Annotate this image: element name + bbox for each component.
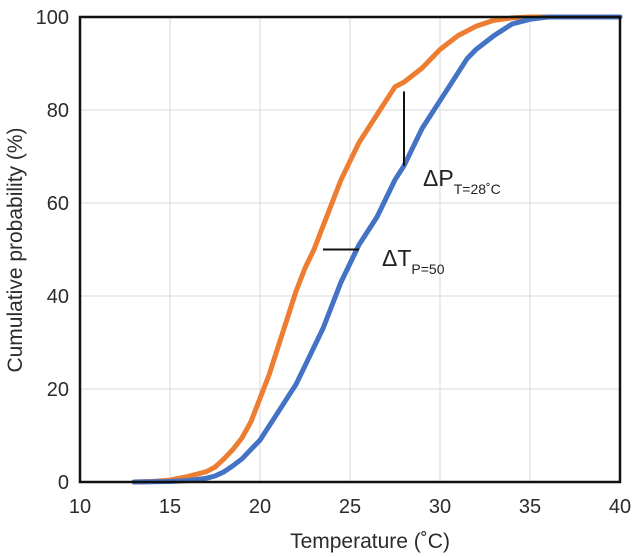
x-tick-label: 15 [159, 496, 181, 518]
x-axis-title: Temperature (˚C) [290, 530, 450, 553]
y-tick-label: 80 [47, 100, 69, 122]
delta-t-label: ΔTP=50 [382, 245, 445, 277]
x-tick-label: 40 [609, 496, 631, 518]
x-tick-labels: 10 15 20 25 30 35 40 [69, 496, 631, 518]
series-group [131, 14, 623, 485]
series-line-1 [131, 14, 623, 485]
delta-p-sub: T=28˚C [454, 181, 501, 197]
delta-p-main: ΔP [423, 165, 454, 191]
series-line-2 [131, 14, 623, 485]
x-tick-label: 30 [429, 496, 451, 518]
x-tick-label: 25 [339, 496, 361, 518]
y-tick-label: 100 [36, 7, 69, 29]
x-tick-label: 20 [249, 496, 271, 518]
delta-t-sub: P=50 [411, 261, 444, 277]
y-tick-label: 20 [47, 379, 69, 401]
plot-frame [78, 15, 622, 484]
y-tick-label: 60 [47, 193, 69, 215]
y-tick-label: 40 [47, 286, 69, 308]
delta-p-label: ΔPT=28˚C [423, 165, 501, 197]
x-tick-label: 10 [69, 496, 91, 518]
annotations: ΔPT=28˚C ΔTP=50 [323, 91, 501, 277]
y-tick-label: 0 [58, 472, 69, 494]
y-axis-title: Cumulative probability (%) [4, 127, 27, 372]
delta-t-main: ΔT [382, 245, 411, 271]
x-tick-label: 35 [519, 496, 541, 518]
y-tick-labels: 0 20 40 60 80 100 [36, 7, 69, 494]
